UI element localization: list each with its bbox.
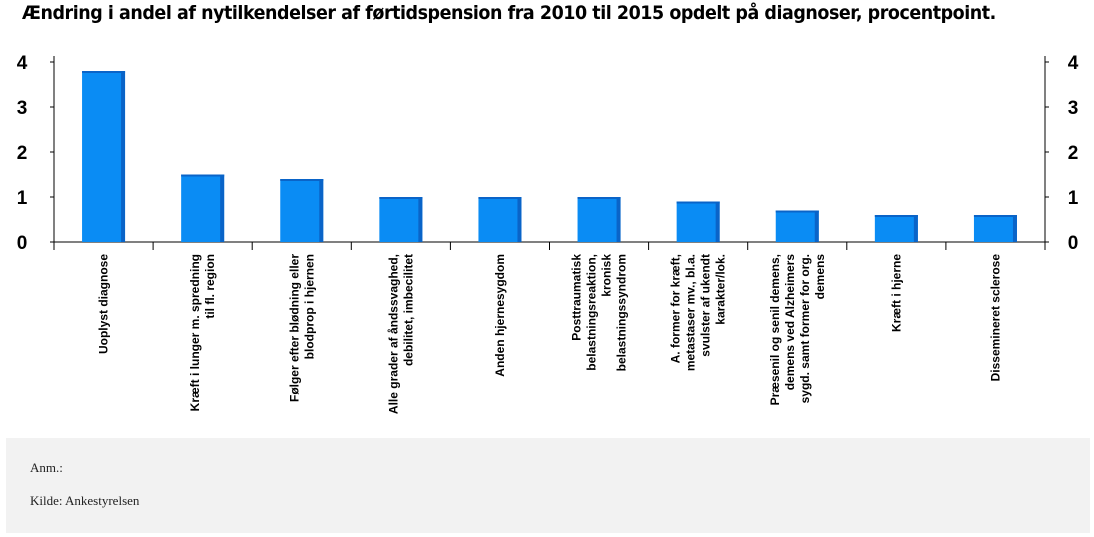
category-label: A. former for kræft,metastaser mv., bl.a… (669, 254, 728, 371)
category-label: Alle grader af åndssvaghed,debilitet, im… (386, 254, 415, 414)
bar-front (181, 174, 225, 242)
category-label-line: til fl. region (203, 254, 217, 319)
bar-top (82, 71, 126, 73)
bar (775, 210, 819, 242)
bar-top (181, 174, 225, 177)
category-label-line: belastningssyndrom (615, 254, 629, 371)
bar-front (379, 197, 423, 242)
category-label-line: Kræft i lunger m. spredning (188, 254, 202, 411)
bar (82, 71, 126, 242)
bar-front (775, 210, 819, 242)
bar-front (478, 197, 522, 242)
category-label-line: kronisk (600, 254, 614, 297)
category-label-line: Alle grader af åndssvaghed, (386, 254, 400, 414)
bar (280, 179, 324, 242)
y-tick-label-left: 4 (17, 53, 28, 74)
bar-front (280, 179, 324, 242)
category-label-line: A. former for kræft, (669, 254, 683, 363)
category-label: Dissemineret sclerose (988, 254, 1002, 382)
category-label-line: demens (813, 254, 827, 300)
bar-top (379, 197, 423, 199)
category-label-line: demens ved Alzheimers (783, 254, 797, 391)
category-label: Kræft i hjerne (889, 254, 903, 332)
bar-side (715, 201, 720, 242)
bar-side (220, 174, 225, 242)
category-label-line: Følger efter blødning eller (287, 254, 301, 402)
axes: 0 0 1 1 2 2 3 3 4 4 (17, 53, 1079, 254)
bar-side (1012, 215, 1017, 242)
category-label-line: Anden hjernesygdom (493, 254, 507, 377)
bar-side (814, 210, 819, 242)
y-tick-label-right: 2 (1068, 143, 1079, 164)
y-tick-label-left: 2 (17, 143, 28, 164)
category-label-line: debilitet, imbecilitet (401, 254, 415, 366)
category-label-line: Uoplyst diagnose (97, 254, 111, 354)
bar (874, 215, 918, 242)
chart-title: Ændring i andel af nytilkendelser af før… (22, 2, 996, 24)
category-label-line: blodprop i hjernen (302, 254, 316, 359)
bar-top (874, 215, 918, 217)
bar-top (676, 201, 720, 204)
category-label-line: svulster af ukendt (699, 254, 713, 357)
bar-side (418, 197, 423, 242)
category-label-line: Dissemineret sclerose (988, 254, 1002, 382)
bar-top (280, 179, 324, 181)
category-label: Præsenil og senil demens,demens ved Alzh… (768, 254, 827, 406)
category-label-line: Kræft i hjerne (889, 254, 903, 332)
bar-front (82, 71, 126, 242)
bar (676, 201, 720, 242)
y-tick-label-left: 0 (17, 233, 28, 254)
y-tick-label-right: 1 (1068, 188, 1079, 209)
bar-top (478, 197, 522, 199)
category-label: Anden hjernesygdom (493, 254, 507, 377)
y-tick-label-right: 4 (1068, 53, 1079, 74)
bar-side (517, 197, 522, 242)
category-labels: Uoplyst diagnose Kræft i lunger m. spredn… (97, 254, 1003, 414)
y-tick-label-right: 3 (1068, 98, 1079, 119)
category-label: Kræft i lunger m. spredningtil fl. regio… (188, 254, 217, 411)
category-label-line: Posttraumatisk (570, 254, 584, 341)
y-tick-label-left: 1 (17, 188, 28, 209)
bar (379, 197, 423, 242)
bar-chart: 0 0 1 1 2 2 3 3 4 4 Uoplyst diagnose Kræft i lunge… (17, 53, 1079, 414)
bar-front (973, 215, 1017, 242)
note-anm: Anm.: (30, 460, 63, 475)
note-source: Kilde: Ankestyrelsen (30, 493, 140, 508)
bar-side (121, 71, 126, 242)
bar (181, 174, 225, 242)
y-tick-label-right: 0 (1068, 233, 1079, 254)
bar-side (319, 179, 324, 242)
category-label-line: Præsenil og senil demens, (768, 254, 782, 405)
bar-front (676, 201, 720, 242)
category-label: Posttraumatiskbelastningsreaktion,kronis… (570, 254, 629, 372)
bar-side (913, 215, 918, 242)
bar (577, 197, 621, 242)
category-label-line: karakter/lok. (714, 254, 728, 325)
category-label-line: belastningsreaktion, (585, 254, 599, 371)
bar (973, 215, 1017, 242)
bar-top (577, 197, 621, 199)
bar-top (973, 215, 1017, 217)
bar-front (577, 197, 621, 242)
bar-front (874, 215, 918, 242)
bar-side (616, 197, 621, 242)
category-label-line: sygd. samt former for org. (798, 254, 812, 403)
y-tick-label-left: 3 (17, 98, 28, 119)
bar-top (775, 210, 819, 213)
category-label-line: metastaser mv., bl.a. (684, 254, 698, 371)
notes-panel: Anm.: Kilde: Ankestyrelsen (6, 438, 1090, 533)
category-label: Følger efter blødning ellerblodprop i hj… (287, 254, 316, 402)
bars (82, 71, 1017, 242)
category-label: Uoplyst diagnose (97, 254, 111, 354)
bar (478, 197, 522, 242)
